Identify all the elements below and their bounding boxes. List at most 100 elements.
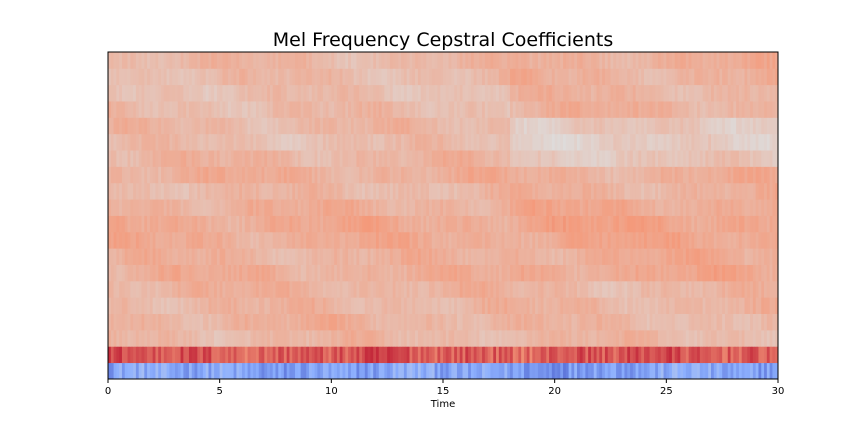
- heatmap-cell: [532, 346, 536, 364]
- heatmap-cell: [303, 313, 307, 331]
- heatmap-cell: [342, 68, 346, 86]
- heatmap-cell: [766, 133, 771, 151]
- heatmap-cell: [521, 133, 525, 151]
- heatmap-cell: [275, 133, 279, 151]
- heatmap-cell: [646, 101, 650, 118]
- heatmap-cell: [434, 280, 438, 298]
- heatmap-cell: [138, 231, 142, 249]
- heatmap-cell: [135, 117, 140, 135]
- heatmap-cell: [468, 199, 472, 216]
- heatmap-cell: [116, 182, 120, 200]
- heatmap-cell: [445, 297, 449, 314]
- heatmap-cell: [716, 297, 720, 314]
- heatmap-cell: [233, 346, 237, 364]
- heatmap-cell: [253, 215, 257, 233]
- heatmap-cell: [401, 68, 405, 86]
- heatmap-cell: [222, 297, 226, 314]
- heatmap-cell: [590, 313, 595, 331]
- heatmap-cell: [409, 313, 413, 331]
- heatmap-cell: [138, 199, 142, 216]
- heatmap-cell: [169, 52, 173, 69]
- heatmap-cell: [297, 329, 302, 347]
- heatmap-cell: [618, 101, 623, 118]
- heatmap-cell: [242, 297, 246, 314]
- heatmap-cell: [138, 313, 142, 331]
- heatmap-cell: [501, 199, 505, 216]
- heatmap-cell: [253, 166, 257, 184]
- heatmap-cell: [169, 362, 173, 380]
- heatmap-cell: [292, 133, 296, 151]
- heatmap-cell: [300, 264, 304, 282]
- heatmap-cell: [445, 150, 449, 167]
- heatmap-cell: [244, 117, 248, 135]
- heatmap-cell: [705, 329, 709, 347]
- heatmap-cell: [239, 101, 243, 118]
- heatmap-cell: [724, 182, 729, 200]
- heatmap-cell: [515, 362, 519, 380]
- heatmap-cell: [462, 346, 466, 364]
- heatmap-cell: [152, 117, 156, 135]
- heatmap-cell: [281, 248, 285, 265]
- heatmap-cell: [445, 117, 449, 135]
- heatmap-cell: [459, 68, 463, 86]
- heatmap-cell: [515, 133, 519, 151]
- heatmap-cell: [685, 84, 690, 102]
- heatmap-cell: [621, 150, 625, 167]
- heatmap-cell: [228, 362, 232, 380]
- heatmap-cell: [685, 52, 690, 69]
- heatmap-cell: [334, 101, 338, 118]
- heatmap-cell: [306, 280, 310, 298]
- heatmap-cell: [138, 84, 142, 102]
- heatmap-cell: [401, 84, 405, 102]
- heatmap-cell: [537, 280, 542, 298]
- heatmap-cell: [278, 231, 282, 249]
- heatmap-cell: [459, 166, 463, 184]
- heatmap-cell: [465, 215, 469, 233]
- heatmap-cell: [582, 215, 586, 233]
- heatmap-cell: [711, 150, 715, 167]
- heatmap-cell: [219, 313, 223, 331]
- heatmap-cell: [242, 346, 246, 364]
- heatmap-cell: [233, 52, 237, 69]
- heatmap-cell: [295, 52, 299, 69]
- heatmap-cell: [292, 248, 296, 265]
- heatmap-cell: [147, 297, 151, 314]
- heatmap-cell: [462, 117, 466, 135]
- heatmap-cell: [412, 346, 416, 364]
- heatmap-cell: [116, 166, 120, 184]
- heatmap-cell: [147, 68, 151, 86]
- heatmap-cell: [724, 248, 729, 265]
- heatmap-cell: [121, 117, 126, 135]
- heatmap-cell: [727, 166, 731, 184]
- heatmap-cell: [295, 101, 299, 118]
- heatmap-cell: [616, 166, 620, 184]
- heatmap-cell: [624, 346, 628, 364]
- heatmap-cell: [518, 199, 522, 216]
- heatmap-cell: [412, 133, 416, 151]
- heatmap-cell: [403, 182, 408, 200]
- heatmap-cell: [674, 166, 678, 184]
- heatmap-cell: [339, 199, 343, 216]
- heatmap-cell: [119, 329, 123, 347]
- heatmap-cell: [250, 52, 254, 69]
- heatmap-cell: [775, 68, 779, 86]
- heatmap-cell: [364, 52, 369, 69]
- heatmap-cell: [423, 182, 427, 200]
- heatmap-cell: [669, 150, 673, 167]
- heatmap-cell: [448, 133, 452, 151]
- heatmap-cell: [269, 329, 274, 347]
- heatmap-cell: [283, 280, 288, 298]
- heatmap-cell: [775, 362, 779, 380]
- heatmap-cell: [205, 150, 209, 167]
- heatmap-cell: [582, 280, 586, 298]
- heatmap-cell: [722, 362, 726, 380]
- heatmap-cell: [222, 231, 226, 249]
- heatmap-cell: [443, 84, 447, 102]
- heatmap-cell: [585, 52, 589, 69]
- heatmap-cell: [579, 150, 583, 167]
- heatmap-cell: [292, 231, 296, 249]
- heatmap-cell: [412, 52, 416, 69]
- heatmap-cell: [621, 231, 625, 249]
- heatmap-cell: [621, 215, 625, 233]
- heatmap-cell: [297, 346, 302, 364]
